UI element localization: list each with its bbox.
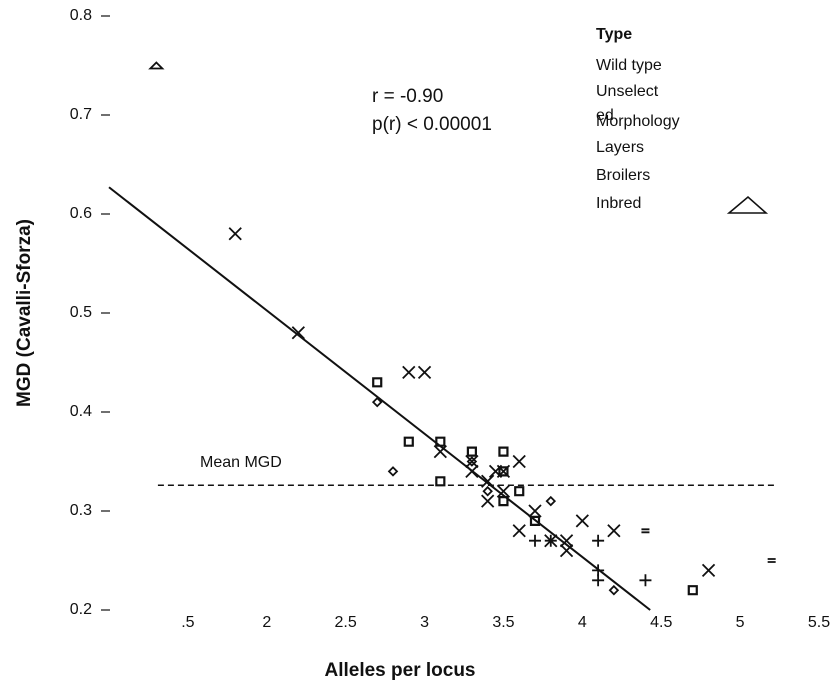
x-tick-label: 3 [420, 614, 429, 631]
x-tick-label: 2 [262, 614, 271, 631]
legend-title: Type [596, 26, 633, 43]
point [496, 484, 511, 498]
point [767, 558, 776, 563]
point [529, 534, 541, 547]
point [592, 534, 605, 547]
point [512, 454, 526, 469]
point [291, 326, 305, 340]
point [498, 446, 509, 457]
x-tick-label: 5.5 [808, 614, 830, 631]
point [481, 474, 495, 488]
y-tick-label: 0.8 [70, 7, 92, 24]
mean-label: Mean MGD [200, 454, 282, 471]
point [639, 574, 652, 587]
point [387, 466, 399, 477]
point [148, 61, 165, 70]
x-tick-label: 2.5 [335, 614, 357, 631]
legend-entry: Broilers [596, 167, 651, 184]
point [466, 446, 477, 457]
point [465, 464, 479, 479]
point [402, 365, 416, 380]
point [372, 377, 383, 388]
point [498, 496, 509, 507]
fit-line [108, 186, 651, 611]
y-tick-label: 0.6 [70, 205, 92, 222]
point [607, 524, 621, 538]
x-tick-label: 3.5 [492, 614, 514, 631]
legend-entry: Inbred [596, 195, 642, 212]
point [528, 504, 542, 518]
point [435, 476, 446, 487]
point [417, 365, 432, 380]
point [512, 524, 526, 538]
point [641, 528, 650, 534]
annotation: r = -0.90 [372, 86, 443, 107]
point [514, 486, 525, 497]
legend-entry: Layers [596, 139, 645, 156]
annotation: p(r) < 0.00001 [372, 114, 492, 135]
point [544, 534, 557, 547]
point [545, 495, 557, 507]
x-tick-label: 4 [578, 614, 587, 631]
point [575, 514, 589, 528]
point [465, 454, 479, 469]
legend-entry: Morphology [596, 113, 680, 130]
point [228, 227, 242, 241]
legend-entry: Wild type [596, 57, 662, 74]
point [466, 456, 478, 467]
point [608, 584, 620, 596]
point [592, 574, 605, 587]
y-tick-label: 0.5 [70, 304, 92, 321]
point [529, 515, 541, 526]
point [559, 534, 574, 548]
point [433, 444, 447, 459]
point [403, 436, 414, 447]
point [687, 585, 698, 596]
legend-symbol [726, 195, 769, 214]
legend-entry: Unselected [596, 83, 659, 124]
y-tick-label: 0.2 [70, 601, 92, 618]
x-axis-title: Alleles per locus [324, 660, 475, 681]
y-tick-label: 0.4 [70, 403, 92, 420]
point [435, 436, 446, 447]
point [481, 494, 495, 508]
point [701, 563, 716, 578]
x-tick-label: .5 [181, 614, 194, 631]
y-tick-label: 0.3 [70, 502, 92, 519]
x-tick-label: 5 [736, 614, 745, 631]
x-tick-label: 4.5 [650, 614, 672, 631]
y-tick-label: 0.7 [70, 106, 92, 123]
y-axis-title: MGD (Cavalli-Sforza) [14, 219, 35, 407]
point [496, 464, 511, 479]
point [559, 543, 574, 558]
point [482, 485, 493, 497]
point [371, 396, 383, 408]
